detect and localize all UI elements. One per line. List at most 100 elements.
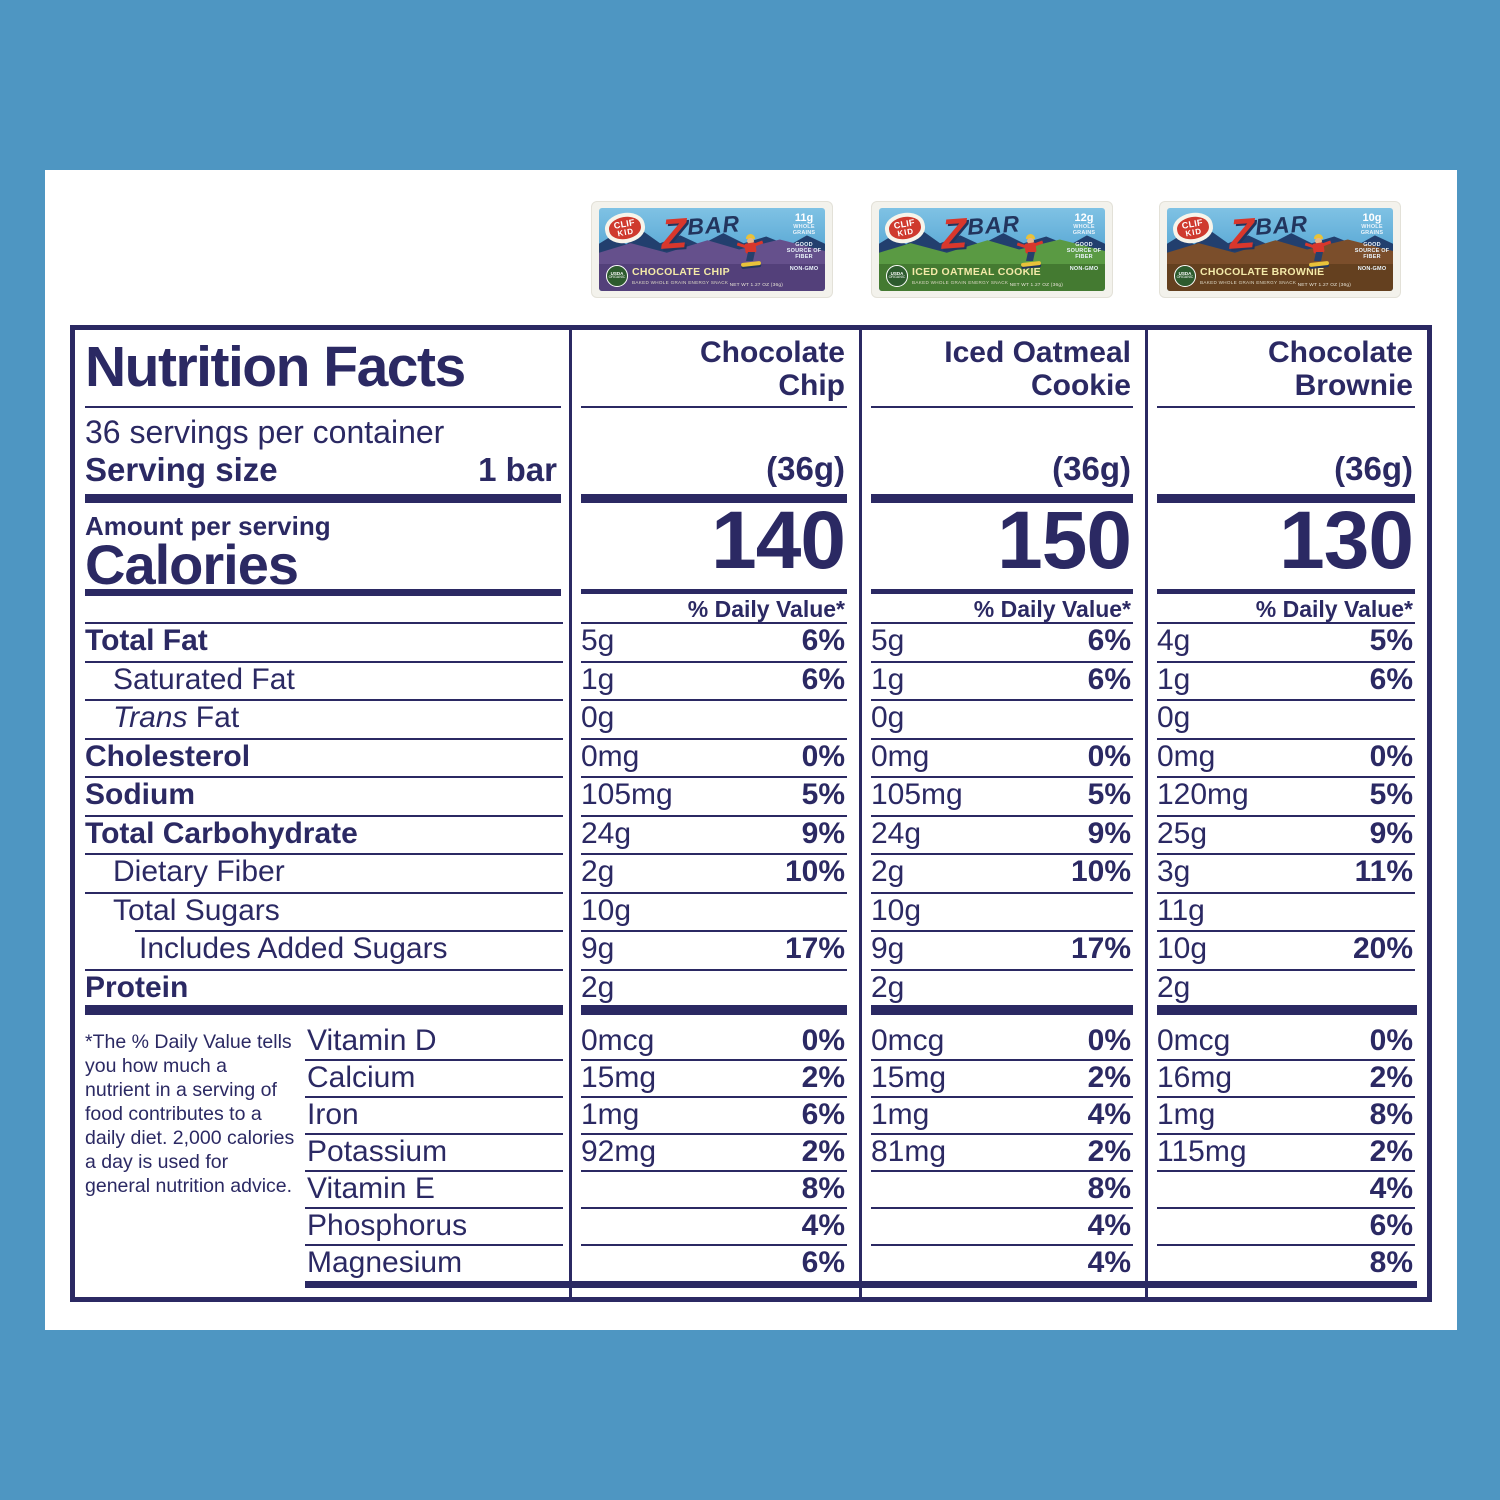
- fiber-claim: GOOD SOURCE OF FIBER: [1066, 241, 1102, 261]
- product-bar-chocolate-chip: USDA ORGANIC CHOCOLATE CHIP BAKED WHOLE …: [592, 202, 832, 297]
- nutrient-row: Protein 2g 2g 2g: [75, 968, 1427, 1008]
- nutrient-row: Dietary Fiber 2g 10% 2g 10% 3g 11%: [75, 853, 1427, 892]
- amount-value: 11g: [1157, 893, 1205, 927]
- product-bar-chocolate-brownie: USDA ORGANIC CHOCOLATE BROWNIE BAKED WHO…: [1160, 202, 1400, 297]
- non-gmo-claim: NON-GMO: [1357, 265, 1387, 272]
- kid-logo-text: KID: [616, 226, 635, 238]
- nutrient-name-cell: Total Fat: [75, 622, 569, 661]
- nutrient-value-cell: 0g: [1145, 699, 1427, 738]
- daily-value-percent: 6%: [801, 1097, 845, 1131]
- non-gmo-claim: NON-GMO: [789, 265, 819, 272]
- whole-grains-amount: 10g: [1362, 212, 1382, 224]
- nutrient-row: Calcium 15mg 2% 15mg 2% 16mg 2%: [75, 1059, 1427, 1096]
- daily-value-percent: 8%: [801, 1171, 845, 1205]
- amount-value: 1mg: [581, 1097, 640, 1131]
- amount-value: 92mg: [581, 1134, 657, 1168]
- flavor-tagline: BAKED WHOLE GRAIN ENERGY SNACK: [632, 280, 729, 285]
- nutrient-name-label: Cholesterol: [85, 739, 251, 773]
- nutrient-value-cell: 10g: [859, 891, 1145, 931]
- daily-value-percent: 2%: [801, 1060, 845, 1094]
- thick-divider-bar: [581, 1005, 847, 1015]
- amount-value: 2g: [581, 855, 615, 889]
- usda-seal-subtext: ORGANIC: [888, 275, 906, 280]
- zbar-logo: Z BAR: [659, 209, 742, 258]
- calories-value: 130: [1279, 495, 1414, 586]
- kid-helmet: [1026, 234, 1035, 239]
- nutrient-name-label: Sodium: [85, 778, 195, 812]
- nutrient-name-label: Saturated Fat: [113, 662, 295, 696]
- nutrient-value-cell: 120mg 5%: [1145, 776, 1427, 815]
- nutrient-name-label: Total Sugars: [113, 893, 280, 927]
- serving-size-label: Serving size: [85, 451, 278, 488]
- amount-value: 15mg: [871, 1060, 947, 1094]
- nutrient-value-cell: 5g 6%: [569, 622, 859, 661]
- flavor-block: CHOCOLATE BROWNIE BAKED WHOLE GRAIN ENER…: [1200, 267, 1324, 285]
- whole-grains-amount: 12g: [1074, 212, 1094, 224]
- daily-value-percent: 4%: [1087, 1097, 1131, 1131]
- amount-value: 105mg: [581, 778, 673, 812]
- nutrient-name-label: Includes Added Sugars: [139, 932, 448, 966]
- nutrient-value-cell: 6%: [1145, 1207, 1427, 1244]
- product-bar-iced-oatmeal-cookie: USDA ORGANIC ICED OATMEAL COOKIE BAKED W…: [872, 202, 1112, 297]
- column-divider: [569, 330, 572, 1297]
- nutrient-value-cell: 2g 10%: [859, 853, 1145, 892]
- divider-line: [871, 406, 1133, 408]
- nutrient-value-cell: 4%: [1145, 1170, 1427, 1207]
- kid-helmet: [1314, 234, 1323, 239]
- nutrient-name-cell: Total Carbohydrate: [75, 814, 569, 854]
- kid-helmet: [746, 234, 755, 239]
- nutrient-value-cell: 8%: [1145, 1244, 1427, 1281]
- amount-value: 0mcg: [1157, 1023, 1231, 1057]
- calories-value: 150: [997, 495, 1132, 586]
- kid-skateboard: [1308, 260, 1330, 268]
- amount-value: 115mg: [1157, 1134, 1247, 1168]
- nutrient-value-cell: 24g 9%: [569, 814, 859, 854]
- daily-value-percent: 5%: [1369, 778, 1413, 812]
- net-weight-text: NET WT 1.27 OZ (36g): [1009, 283, 1063, 288]
- daily-value-percent: 17%: [784, 932, 845, 966]
- nutrient-name-label: Magnesium: [307, 1245, 463, 1279]
- whole-grains-amount: 11g: [794, 212, 814, 224]
- nutrient-value-cell: 8%: [569, 1170, 859, 1207]
- daily-value-percent: 5%: [1087, 778, 1131, 812]
- amount-value: 3g: [1157, 855, 1191, 889]
- daily-value-percent: 6%: [1369, 662, 1413, 696]
- wrapper-side-claims: 11g WHOLE GRAINS GOOD SOURCE OF FIBER NO…: [785, 213, 823, 272]
- flavor-name-line2: Chip: [778, 369, 845, 402]
- nutrient-name-label: Phosphorus: [307, 1208, 468, 1242]
- thick-divider-bar: [1157, 1005, 1417, 1015]
- kid-head: [1027, 238, 1034, 244]
- nutrient-value-cell: 0mcg 0%: [569, 1022, 859, 1059]
- usda-organic-seal: USDA ORGANIC: [886, 265, 908, 287]
- nutrient-value-cell: 8%: [859, 1170, 1145, 1207]
- amount-value: 2g: [581, 970, 615, 1004]
- nutrient-name-label: Dietary Fiber: [113, 855, 285, 889]
- nutrient-name-cell: Total Sugars: [75, 891, 569, 931]
- nutrient-name-cell: Trans Fat: [75, 699, 569, 738]
- nutrient-value-cell: 6%: [569, 1244, 859, 1281]
- net-weight-text: NET WT 1.27 OZ (36g): [729, 283, 783, 288]
- nutrient-value-cell: 115mg 2%: [1145, 1133, 1427, 1170]
- amount-value: 25g: [1157, 816, 1208, 850]
- divider-line: [581, 406, 847, 408]
- nutrient-name-cell: Phosphorus: [75, 1207, 569, 1244]
- nutrient-name-cell: Sodium: [75, 776, 569, 815]
- bar-wrapper-art: USDA ORGANIC CHOCOLATE CHIP BAKED WHOLE …: [599, 208, 825, 291]
- nutrient-value-cell: 2g: [569, 968, 859, 1008]
- calories-value: 140: [711, 495, 846, 586]
- column-divider: [859, 330, 862, 1297]
- nutrient-name-cell: Vitamin D: [75, 1022, 569, 1059]
- daily-value-percent: 0%: [1087, 739, 1131, 773]
- column-header-chocolate-chip: Chocolate Chip (36g) 140 % Daily Value*: [569, 330, 859, 622]
- nutrient-value-cell: 0mg 0%: [1145, 737, 1427, 777]
- thick-divider-bar: [871, 494, 1133, 503]
- amount-value: 10g: [1157, 932, 1208, 966]
- column-flavor-name: Chocolate Brownie: [1268, 336, 1413, 402]
- flavor-name: CHOCOLATE BROWNIE: [1200, 266, 1325, 279]
- thick-divider-bar: [85, 1005, 563, 1015]
- nutrition-facts-label: Nutrition Facts 36 servings per containe…: [70, 325, 1432, 1302]
- amount-value: 9g: [871, 932, 905, 966]
- thick-divider-bar: [85, 494, 561, 503]
- nutrient-row: Trans Fat 0g 0g 0g: [75, 699, 1427, 738]
- nutrient-value-cell: 9g 17%: [859, 930, 1145, 969]
